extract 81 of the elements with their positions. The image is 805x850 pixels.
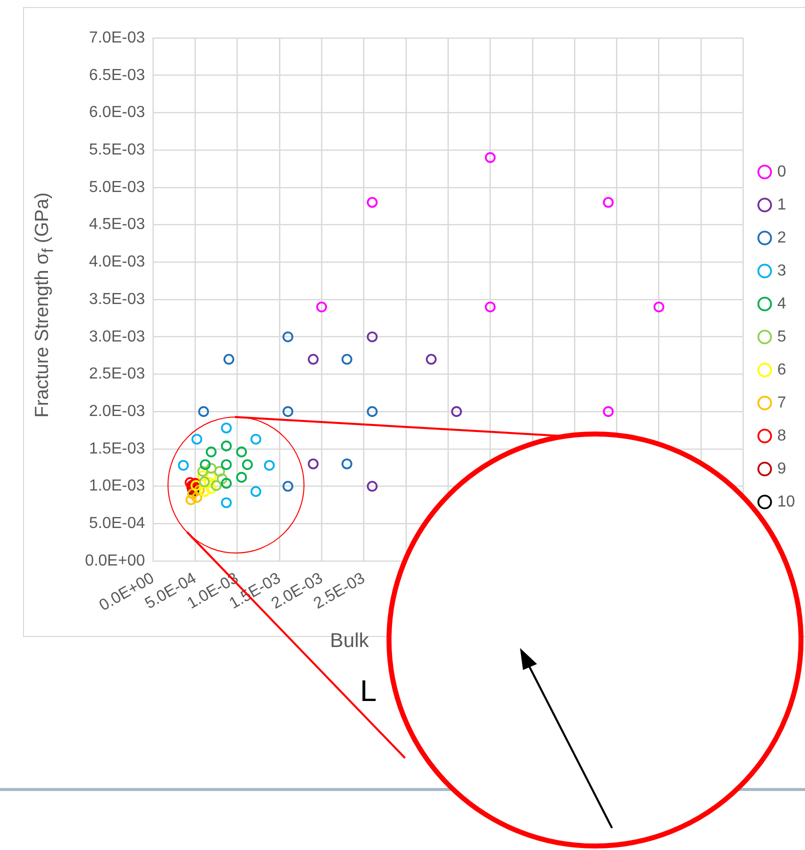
point [206,446,217,458]
y-tick-label: 6.5E-03 [88,66,146,84]
point [264,460,275,471]
point [653,302,664,312]
point [187,488,198,500]
y-tick-label: 1.5E-03 [88,440,146,458]
legend-label: 7 [777,394,786,412]
point [191,492,202,503]
legend-label: 10 [777,493,796,510]
point [186,494,196,506]
y-tick-label: 5.0E-04 [88,515,146,532]
point [282,406,294,417]
point [366,406,378,417]
point [282,331,294,342]
legend-label: 0 [777,163,786,180]
point [484,152,496,163]
legend-label: 4 [777,295,786,312]
point [308,354,319,365]
y-tick-label: 2.0E-03 [88,402,146,420]
point [190,480,202,491]
point [206,462,217,474]
y-tick-label: 1.0E-03 [88,478,146,495]
legend-label: 5 [777,328,786,346]
legend-label: 3 [777,262,786,280]
legend-label: 1 [777,196,786,214]
point [236,446,247,458]
text: L [360,675,377,709]
point [223,354,234,365]
point [206,471,217,482]
point [204,477,215,488]
point [451,406,462,417]
point [216,473,228,484]
y-tick-label: 3.5E-03 [88,290,146,308]
legend-label: 6 [777,361,786,378]
point [210,480,222,491]
point [366,196,378,208]
legend-label: 8 [777,427,786,444]
point [199,476,210,488]
point [602,196,614,208]
point [220,478,232,489]
y-tick-label: 5.0E-03 [88,178,146,196]
x-axis-title: Bulk [330,630,369,653]
y-tick-label: 2.5E-03 [88,366,146,383]
y-tick-label: 7.0E-03 [88,29,146,46]
point [342,458,352,470]
point [366,331,378,342]
point [484,302,496,312]
point [602,406,614,417]
legend-label: 9 [777,460,786,478]
point [308,458,319,470]
point [197,470,208,482]
point [316,302,328,312]
y-tick-label: 4.5E-03 [88,216,146,234]
point [178,460,189,471]
point [198,406,209,417]
point [236,472,247,483]
y-tick-label: 4.0E-03 [88,254,146,271]
point [197,466,208,477]
point [250,486,262,497]
point [242,459,253,470]
point [220,459,232,470]
point [191,434,202,445]
point [220,422,232,434]
point [220,497,232,508]
point [282,480,294,492]
point [199,486,210,497]
y-tick-label: 3.0E-03 [88,328,146,346]
point [366,480,378,492]
point [184,477,196,488]
legend-label: 2 [777,229,786,246]
point [220,440,232,452]
point [250,434,262,445]
point [214,466,226,477]
y-tick-label: 0.0E+00 [84,552,146,570]
y-tick-label: 5.5E-03 [88,141,146,158]
point [206,483,217,494]
y-tick-label: 6.0E-03 [88,104,146,122]
point [342,354,352,365]
point [200,459,211,470]
point [194,484,205,496]
point [426,354,437,365]
